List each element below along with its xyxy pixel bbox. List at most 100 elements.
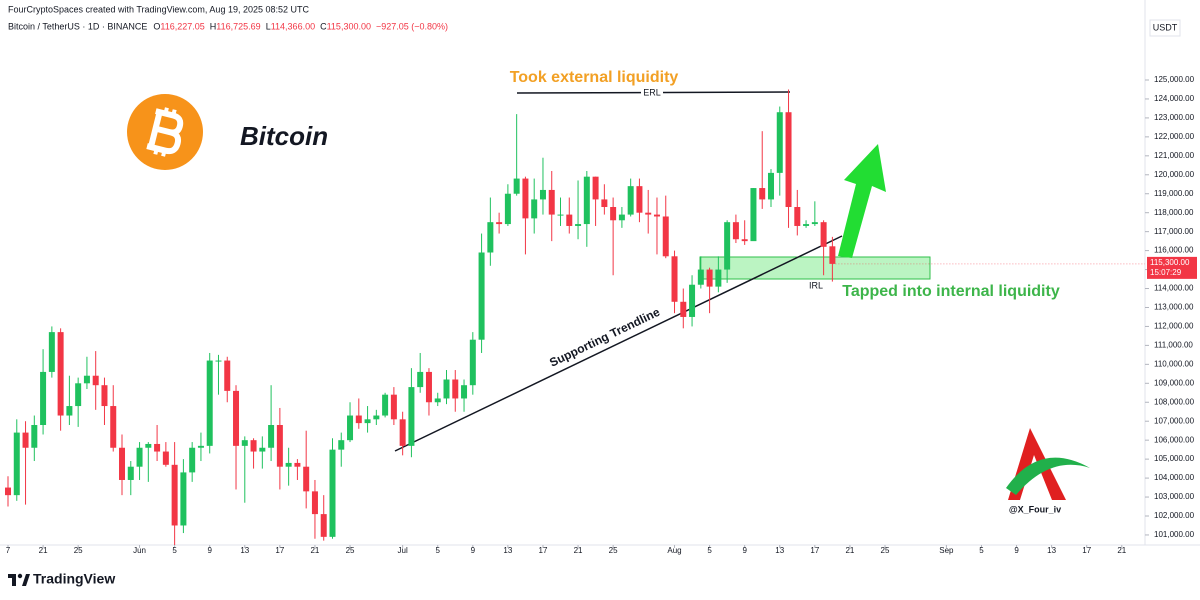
candle-body — [636, 186, 643, 213]
candle-body — [601, 199, 608, 208]
ohlc-key: L — [266, 21, 271, 31]
y-tick-label: 122,000.00 — [1154, 132, 1195, 141]
y-tick-label: 112,000.00 — [1154, 322, 1194, 331]
y-tick-label: 108,000.00 — [1154, 397, 1195, 406]
ohlc-value: 114,366.00 — [271, 21, 315, 31]
candle-body — [469, 339, 476, 386]
candle-body — [215, 360, 222, 362]
candle-body — [478, 252, 485, 340]
candle-body — [776, 112, 783, 173]
chart-title: Bitcoin — [240, 121, 328, 151]
symbol-legend: Bitcoin / TetherUS · 1D · BINANCE — [8, 21, 147, 31]
x-tick-label: 7 — [6, 546, 11, 555]
x-tick-label: 17 — [275, 546, 284, 555]
y-tick-label: 102,000.00 — [1154, 511, 1195, 520]
x-tick-label: 21 — [39, 546, 48, 555]
candle-body — [408, 387, 415, 446]
symbol: Bitcoin / TetherUS · 1D · BINANCE — [8, 21, 147, 31]
candle-body — [285, 462, 292, 467]
candle-body — [645, 212, 652, 215]
candle-body — [592, 176, 599, 200]
last-price-tag — [1147, 256, 1197, 279]
candle-body — [233, 390, 240, 446]
candle-body — [180, 472, 187, 526]
candle-body — [382, 394, 389, 416]
candle-body — [461, 385, 468, 399]
x-tick-label: Sep — [939, 546, 954, 555]
candle-body — [329, 449, 336, 537]
candle-body — [127, 466, 134, 480]
watermark: @X_Four_iv — [1009, 504, 1061, 514]
candle-body — [83, 375, 90, 384]
y-tick-label: 119,000.00 — [1154, 189, 1194, 198]
x-tick-label: 5 — [707, 546, 712, 555]
footer-brand: TradingView — [33, 571, 115, 587]
candle-body — [583, 176, 590, 225]
x-tick-label: 21 — [310, 546, 319, 555]
candle-body — [566, 214, 573, 226]
y-tick-label: 113,000.00 — [1154, 303, 1194, 312]
candle-body — [618, 214, 625, 221]
candle-body — [66, 406, 73, 416]
candle-body — [452, 379, 459, 399]
candle-body — [268, 425, 275, 448]
candle-body — [189, 447, 196, 473]
y-tick-label: 125,000.00 — [1154, 75, 1195, 84]
x-tick-label: 21 — [1117, 546, 1126, 555]
candle-body — [197, 445, 204, 448]
candle-body — [662, 216, 669, 257]
candle-body — [206, 360, 213, 446]
candle-body — [136, 447, 143, 467]
candle-body — [5, 487, 11, 496]
candle-body — [171, 464, 178, 526]
candle-body — [513, 178, 520, 194]
candle-body — [706, 269, 713, 287]
candle-body — [522, 178, 529, 219]
up-arrow — [838, 144, 886, 258]
y-tick-label: 105,000.00 — [1154, 454, 1195, 463]
y-tick-label: 106,000.00 — [1154, 435, 1195, 444]
candle-body — [487, 222, 494, 253]
y-tick-label: 123,000.00 — [1154, 113, 1195, 122]
candle-body — [829, 246, 836, 264]
candle-body — [303, 466, 310, 492]
x-tick-label: 5 — [436, 546, 441, 555]
candle-body — [425, 371, 432, 403]
candle-body — [241, 440, 248, 446]
candle-body — [653, 214, 660, 217]
x-tick-label: 21 — [845, 546, 854, 555]
candle-body — [48, 332, 55, 372]
candle-body — [390, 394, 397, 420]
candle-body — [399, 419, 406, 446]
y-tick-label: 104,000.00 — [1154, 473, 1195, 482]
candle-body — [22, 432, 29, 448]
candle-body — [259, 447, 266, 452]
x-tick-label: 13 — [240, 546, 249, 555]
candle-body — [101, 385, 108, 407]
y-tick-label: 111,000.00 — [1154, 340, 1193, 349]
y-tick-label: 117,000.00 — [1154, 227, 1194, 236]
candle-body — [671, 256, 678, 302]
candle-body — [794, 207, 801, 226]
candle-body — [31, 425, 38, 448]
candle-body — [110, 406, 117, 448]
candle-body — [434, 398, 441, 403]
x-tick-label: 21 — [574, 546, 583, 555]
x-tick-label: 13 — [775, 546, 784, 555]
y-tick-label: 118,000.00 — [1154, 208, 1194, 217]
candle-body — [347, 415, 354, 441]
candle-body — [680, 301, 687, 317]
candle-body — [320, 514, 327, 537]
candle-body — [75, 383, 82, 407]
x-tick-label: Aug — [667, 546, 681, 555]
x-tick-label: 25 — [346, 546, 355, 555]
ohlc-value: 115,300.00 — [327, 21, 371, 31]
x-tick-label: 9 — [471, 546, 476, 555]
x-tick-label: 25 — [74, 546, 83, 555]
candle-body — [504, 193, 511, 225]
x-tick-label: 9 — [207, 546, 212, 555]
ohlc-key: C — [320, 21, 327, 31]
ohlc-value: 116,725.69 — [216, 21, 260, 31]
last-price-label: 115,300.00 — [1150, 258, 1190, 267]
